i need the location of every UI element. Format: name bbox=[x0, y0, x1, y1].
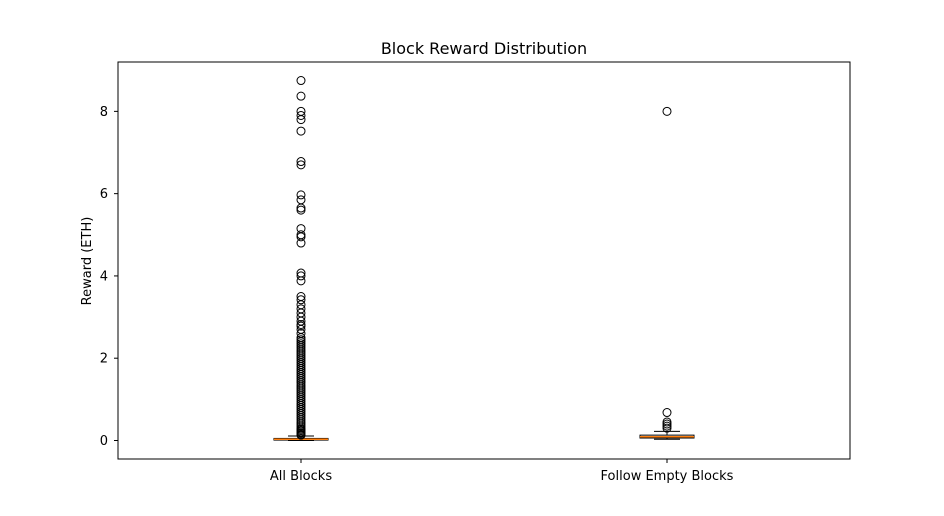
outlier-point bbox=[296, 232, 306, 242]
y-axis-label: Reward (ETH) bbox=[80, 217, 95, 306]
outlier-point bbox=[296, 110, 306, 120]
outlier-point bbox=[662, 408, 672, 418]
y-tick-label: 0 bbox=[100, 434, 108, 449]
outlier-point bbox=[296, 115, 306, 125]
outlier-point bbox=[662, 423, 672, 433]
outlier-point bbox=[296, 91, 306, 101]
y-tick-label: 8 bbox=[100, 105, 108, 120]
y-tick-label: 6 bbox=[100, 187, 108, 202]
chart-title: Block Reward Distribution bbox=[381, 39, 587, 58]
outlier-point bbox=[296, 238, 306, 248]
x-tick-label: All Blocks bbox=[270, 469, 332, 484]
outlier-point bbox=[296, 295, 306, 305]
outlier-point bbox=[296, 230, 306, 240]
outlier-point bbox=[296, 195, 306, 205]
plot-area: 0 2 4 6 8 All Blocks Follow Empty Blocks bbox=[100, 76, 734, 484]
x-tick-label: Follow Empty Blocks bbox=[601, 469, 734, 484]
outlier-point bbox=[296, 203, 306, 213]
outlier-point bbox=[296, 321, 306, 331]
y-tick-label: 2 bbox=[100, 352, 108, 367]
outlier-point bbox=[296, 190, 306, 200]
outlier-point bbox=[296, 157, 306, 167]
y-tick-label: 4 bbox=[100, 269, 108, 284]
outlier-point bbox=[662, 106, 672, 116]
outlier-point bbox=[296, 126, 306, 136]
outlier-point bbox=[296, 271, 306, 281]
outlier-point bbox=[296, 160, 306, 170]
plot-frame bbox=[117, 61, 851, 460]
outlier-point bbox=[296, 276, 306, 286]
outlier-point bbox=[296, 430, 306, 440]
outlier-point bbox=[296, 312, 306, 322]
outlier-point bbox=[296, 205, 306, 215]
outlier-point bbox=[296, 76, 306, 86]
